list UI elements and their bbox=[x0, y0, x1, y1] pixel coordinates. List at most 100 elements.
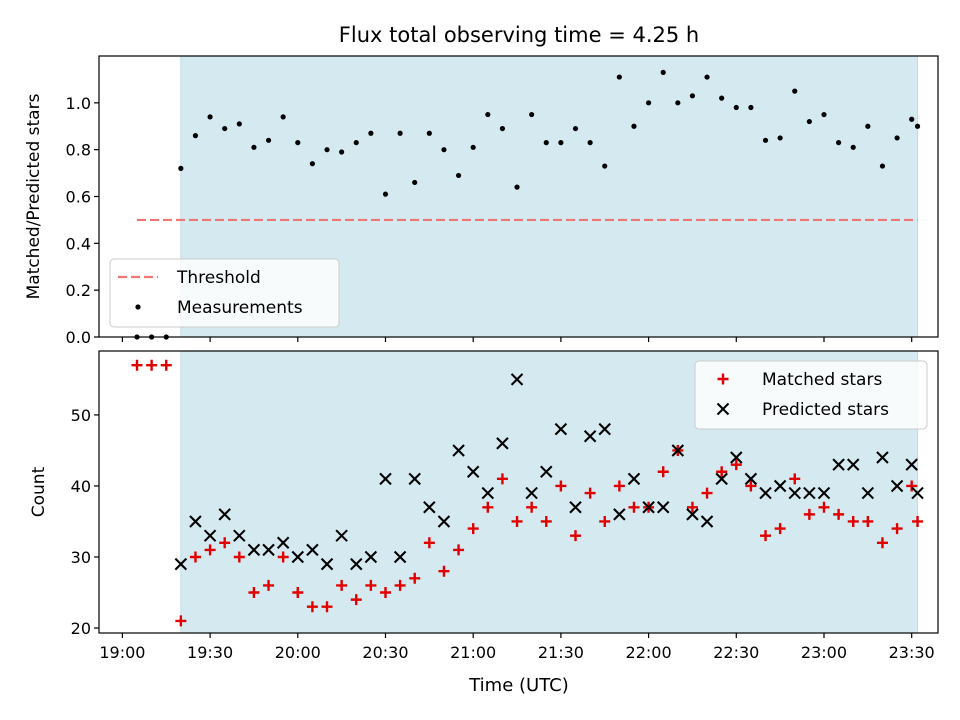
measurement-point bbox=[295, 140, 301, 146]
y-tick-label: 0.4 bbox=[66, 234, 91, 253]
legend-label: Predicted stars bbox=[762, 400, 889, 420]
matched-star-point bbox=[912, 515, 924, 527]
predicted-star-point bbox=[364, 550, 378, 564]
predicted-star-point bbox=[686, 508, 699, 521]
matched-star-point bbox=[906, 480, 918, 492]
measurement-point bbox=[865, 123, 871, 129]
measurement-point bbox=[894, 135, 900, 141]
matched-star-point bbox=[379, 587, 391, 599]
measurement-point bbox=[587, 140, 593, 146]
matched-star-point bbox=[394, 579, 406, 591]
matched-star-point bbox=[774, 523, 786, 535]
matched-star-point bbox=[876, 537, 888, 549]
x-tick-label: 23:00 bbox=[801, 643, 847, 662]
predicted-star-point bbox=[905, 458, 918, 471]
measurement-point bbox=[616, 74, 622, 80]
measurement-point bbox=[192, 133, 199, 139]
measurement-point bbox=[397, 130, 403, 136]
measurement-point bbox=[353, 140, 359, 146]
matched-star-point bbox=[540, 515, 552, 527]
measurement-point bbox=[914, 123, 921, 129]
x-tick-label: 19:00 bbox=[99, 643, 145, 662]
predicted-star-point bbox=[656, 501, 670, 514]
legend-label: Threshold bbox=[176, 268, 261, 288]
predicted-star-point bbox=[890, 479, 904, 493]
predicted-star-point bbox=[276, 536, 290, 550]
legend-label: Measurements bbox=[177, 298, 303, 318]
predicted-star-point bbox=[393, 550, 407, 564]
matched-star-point bbox=[803, 508, 815, 520]
measurement-point bbox=[499, 125, 506, 132]
measurement-point bbox=[675, 100, 681, 106]
measurement-point bbox=[645, 100, 652, 106]
matched-star-point bbox=[599, 515, 611, 527]
legend-predicted-swatch bbox=[716, 402, 730, 416]
matched-star-point bbox=[336, 579, 348, 591]
measurement-point bbox=[762, 137, 769, 143]
measurement-point bbox=[324, 147, 330, 153]
matched-star-point bbox=[189, 551, 201, 563]
predicted-star-point bbox=[715, 472, 728, 486]
measurement-point bbox=[382, 191, 389, 197]
predicted-star-point bbox=[262, 543, 275, 557]
predicted-star-point bbox=[408, 472, 421, 486]
matched-star-point bbox=[204, 544, 216, 556]
matched-star-point bbox=[409, 572, 421, 584]
predicted-star-point bbox=[876, 451, 889, 464]
matched-star-point bbox=[526, 501, 538, 513]
measurement-point bbox=[836, 140, 842, 146]
measurement-point bbox=[543, 140, 549, 146]
measurement-point bbox=[850, 144, 856, 150]
predicted-star-point bbox=[189, 515, 202, 528]
predicted-star-point bbox=[759, 486, 772, 500]
predicted-star-point bbox=[466, 465, 480, 478]
predicted-star-point bbox=[817, 486, 831, 500]
matched-star-point bbox=[628, 501, 640, 513]
predicted-star-point bbox=[452, 444, 465, 457]
measurement-point bbox=[777, 135, 783, 141]
measurement-point bbox=[879, 163, 886, 169]
measurement-point bbox=[806, 118, 812, 125]
measurement-point bbox=[660, 69, 666, 75]
predicted-star-point bbox=[379, 472, 392, 486]
measurement-point bbox=[309, 161, 316, 167]
x-tick-label: 21:00 bbox=[450, 643, 496, 662]
measurement-point bbox=[265, 137, 272, 143]
measurement-point bbox=[602, 163, 608, 169]
matched-star-point bbox=[745, 480, 757, 492]
y-tick-label: 20 bbox=[71, 619, 91, 638]
predicted-star-point bbox=[642, 501, 655, 514]
predicted-star-point bbox=[554, 422, 568, 436]
predicted-star-point bbox=[437, 515, 451, 528]
matched-star-point bbox=[350, 594, 362, 606]
measurement-point bbox=[455, 172, 462, 179]
predicted-star-point bbox=[525, 486, 538, 500]
measurement-point bbox=[704, 74, 710, 80]
predicted-star-point bbox=[861, 486, 875, 500]
matched-star-point bbox=[847, 515, 859, 527]
x-axis-label: Time (UTC) bbox=[468, 675, 569, 696]
matched-star-point bbox=[160, 359, 172, 371]
matched-star-point bbox=[570, 530, 582, 542]
predicted-star-point bbox=[423, 501, 436, 514]
measurement-point bbox=[821, 111, 827, 118]
matched-star-point bbox=[657, 466, 669, 478]
predicted-star-point bbox=[832, 458, 845, 471]
matched-star-point bbox=[306, 601, 318, 613]
measurement-point bbox=[631, 123, 637, 129]
y-tick-label: 40 bbox=[71, 477, 91, 496]
matched-star-point bbox=[263, 579, 275, 591]
measurement-point bbox=[792, 88, 798, 94]
measurement-point bbox=[689, 93, 696, 99]
y-axis-label: Matched/Predicted stars bbox=[24, 93, 44, 299]
count-panel: 20 30 40 50 19:00 19:30 20:00 20:30 21:00 21:30 22… bbox=[29, 350, 939, 662]
matched-star-point bbox=[833, 508, 845, 520]
predicted-star-point bbox=[803, 486, 816, 500]
y-tick-label: 50 bbox=[71, 406, 91, 425]
matched-star-point bbox=[760, 530, 772, 542]
y-tick-label: 30 bbox=[71, 548, 91, 567]
predicted-star-point bbox=[598, 422, 611, 436]
matched-star-point bbox=[482, 501, 494, 513]
matched-star-point bbox=[438, 565, 450, 577]
measurement-point bbox=[909, 116, 915, 122]
